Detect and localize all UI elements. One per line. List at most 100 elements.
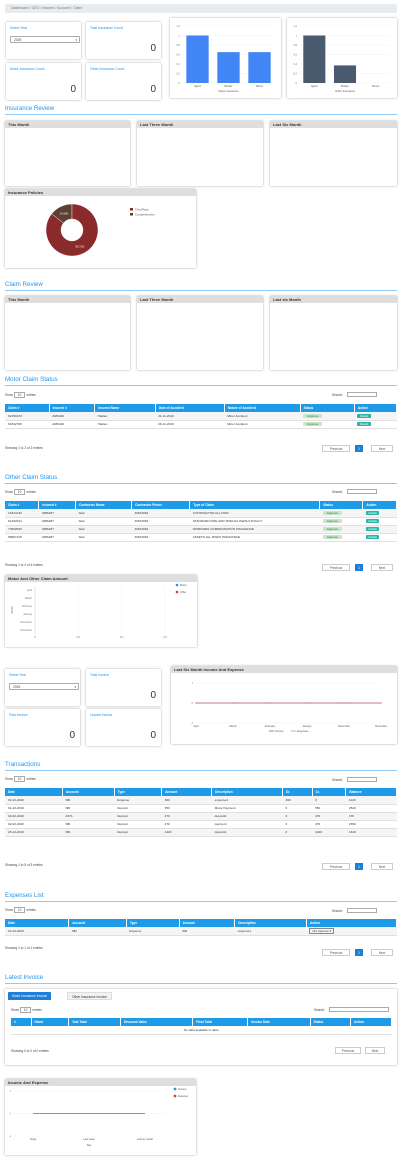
next-button[interactable]: Next — [371, 564, 393, 571]
motor-claim-col-header[interactable]: Nature of Accident — [224, 404, 301, 412]
transactions-col-header[interactable]: Description — [211, 788, 283, 796]
other-claim-title: Other Claim Status — [5, 474, 58, 481]
page-1-button[interactable]: 1 — [355, 564, 363, 571]
latest-invoice-col-header[interactable]: Action — [350, 1018, 392, 1026]
latest-invoice-col-header[interactable]: Name — [31, 1018, 70, 1026]
table-row: 73590540 4986287 Jack 45641654 WORKMEN COMPE… — [5, 525, 397, 534]
details-button[interactable]: Details — [365, 519, 380, 523]
entries-select[interactable]: 10 — [19, 1007, 32, 1013]
motor-claim-col-header[interactable]: Claim # — [5, 404, 50, 412]
search-label: Search: — [332, 393, 343, 397]
latest-invoice-col-header[interactable]: Discount Value — [120, 1018, 194, 1026]
table-cell: 300 — [179, 927, 235, 936]
other-claim-col-header[interactable]: Claim # — [5, 501, 40, 509]
x-tick-label: 0.6 — [163, 636, 167, 639]
transactions-col-header[interactable]: Account — [62, 788, 115, 796]
table-row: 02-02-2020 SBI Deposit 470 payment 0 470 1550 — [5, 820, 397, 829]
tab-motor-insurance-invoice[interactable]: Motor Insurance Invoice — [8, 992, 52, 1000]
table-cell: 02-02-2020 — [5, 812, 63, 821]
other-insurance-chart: 0 0.2 0.4 0.6 0.8 1 1.2 Agent Broker Direct Other … — [293, 24, 391, 93]
motor-claim-col-header[interactable]: Insured # — [49, 404, 96, 412]
next-button[interactable]: Next — [365, 1047, 385, 1054]
unpaid-invoice-label: Unpaid Invoice — [90, 713, 113, 717]
previous-button[interactable]: Previous — [322, 445, 350, 452]
data-point — [343, 702, 345, 704]
previous-button[interactable]: Previous — [322, 949, 350, 956]
expenses-col-header[interactable]: Amount — [179, 919, 236, 927]
table-info: Showing 1 to 4 of 4 entries — [5, 563, 43, 567]
other-claim-col-header[interactable]: Insured # — [38, 501, 76, 509]
page-1-button[interactable]: 1 — [355, 949, 363, 956]
next-button[interactable]: Next — [371, 445, 393, 452]
x-tick-label: Direct — [256, 84, 263, 88]
expenses-col-header[interactable]: Action — [306, 919, 398, 927]
table-cell: Expense — [126, 927, 180, 936]
page-1-button[interactable]: 1 — [355, 863, 363, 870]
transactions-col-header[interactable]: Type — [114, 788, 163, 796]
search-input[interactable] — [347, 908, 377, 913]
search-input[interactable] — [347, 489, 377, 494]
select-year-dropdown[interactable]: 2025 — [9, 683, 79, 690]
bar — [186, 35, 209, 83]
next-button[interactable]: Next — [371, 863, 393, 870]
previous-button[interactable]: Previous — [335, 1047, 361, 1054]
approve-select[interactable]: Not Approve ▾ — [309, 927, 335, 934]
table-cell: payment — [211, 820, 283, 829]
entries-select[interactable]: 10 — [13, 776, 26, 782]
other-claim-col-header[interactable]: Action — [362, 501, 397, 509]
next-button[interactable]: Next — [371, 949, 393, 956]
previous-button[interactable]: Previous — [322, 863, 350, 870]
latest-invoice-col-header[interactable]: Status — [310, 1018, 352, 1026]
other-claim-col-header[interactable]: Status — [319, 501, 364, 509]
details-button[interactable]: Details — [357, 422, 371, 426]
motor-claim-col-header[interactable]: Status — [300, 404, 355, 412]
select-year-dropdown[interactable]: 2025 — [10, 36, 80, 43]
details-button[interactable]: Details — [365, 527, 380, 531]
motor-claim-col-header[interactable]: Date of Accident — [155, 404, 225, 412]
other-claim-col-header[interactable]: Contractor Phone — [131, 501, 191, 509]
details-button[interactable]: Details — [357, 413, 371, 418]
expenses-col-header[interactable]: Description — [234, 919, 307, 927]
breadcrumb[interactable]: Dashboard / CEO / Insured / Account / Cl… — [5, 4, 397, 13]
search-input[interactable] — [329, 1007, 389, 1012]
panel-title: Last Three Month — [137, 296, 263, 303]
x-axis-label: Day — [87, 1143, 92, 1147]
details-button[interactable]: Details — [365, 510, 380, 515]
tab-other-insurance-invoice[interactable]: Other Insurance Invoice — [67, 992, 113, 1000]
details-button[interactable]: Details — [365, 535, 380, 539]
transactions-col-header[interactable]: Date — [5, 788, 63, 796]
y-tick-label: 0.2 — [176, 72, 180, 76]
expenses-col-header[interactable]: Date — [5, 919, 70, 927]
transactions-col-header[interactable]: Balance — [345, 788, 397, 796]
total-insurance-card: Total Insurance Count 0 — [86, 22, 161, 59]
other-claim-col-header[interactable]: Contractor Name — [75, 501, 133, 509]
transactions-col-header[interactable]: Cr. — [312, 788, 347, 796]
show-entries: Show 10 entries — [5, 907, 36, 913]
previous-button[interactable]: Previous — [322, 564, 350, 571]
total-invoice-label: Total Invoice — [90, 673, 109, 677]
entries-select[interactable]: 10 — [13, 489, 26, 495]
table-cell: Approve — [300, 420, 355, 429]
table-cell: Details — [354, 412, 397, 421]
latest-invoice-col-header[interactable]: # — [11, 1018, 32, 1026]
transactions-col-header[interactable]: Amount — [161, 788, 213, 796]
entries-select[interactable]: 10 — [13, 392, 26, 398]
x-tick-label: Direct — [372, 84, 379, 88]
expenses-col-header[interactable]: Account — [68, 919, 127, 927]
other-claim-col-header[interactable]: Type of Claim — [189, 501, 321, 509]
bar — [303, 35, 326, 83]
search-input[interactable] — [347, 392, 377, 397]
motor-claim-col-header[interactable]: Insured Name — [94, 404, 156, 412]
latest-invoice-col-header[interactable]: Invoice Date — [247, 1018, 311, 1026]
transactions-col-header[interactable]: Dr. — [282, 788, 313, 796]
motor-claim-col-header[interactable]: Action — [354, 404, 398, 412]
legend-label: Expenses — [297, 729, 309, 733]
search-input[interactable] — [347, 777, 377, 782]
latest-invoice-col-header[interactable]: Final Total — [192, 1018, 249, 1026]
expenses-table: Date Account Type Amount Description Action 0… — [5, 919, 398, 936]
expenses-col-header[interactable]: Type — [126, 919, 180, 927]
latest-invoice-col-header[interactable]: Sub Total — [68, 1018, 121, 1026]
search-label: Search: — [332, 909, 343, 913]
page-1-button[interactable]: 1 — [355, 445, 363, 452]
entries-select[interactable]: 10 — [13, 907, 26, 913]
